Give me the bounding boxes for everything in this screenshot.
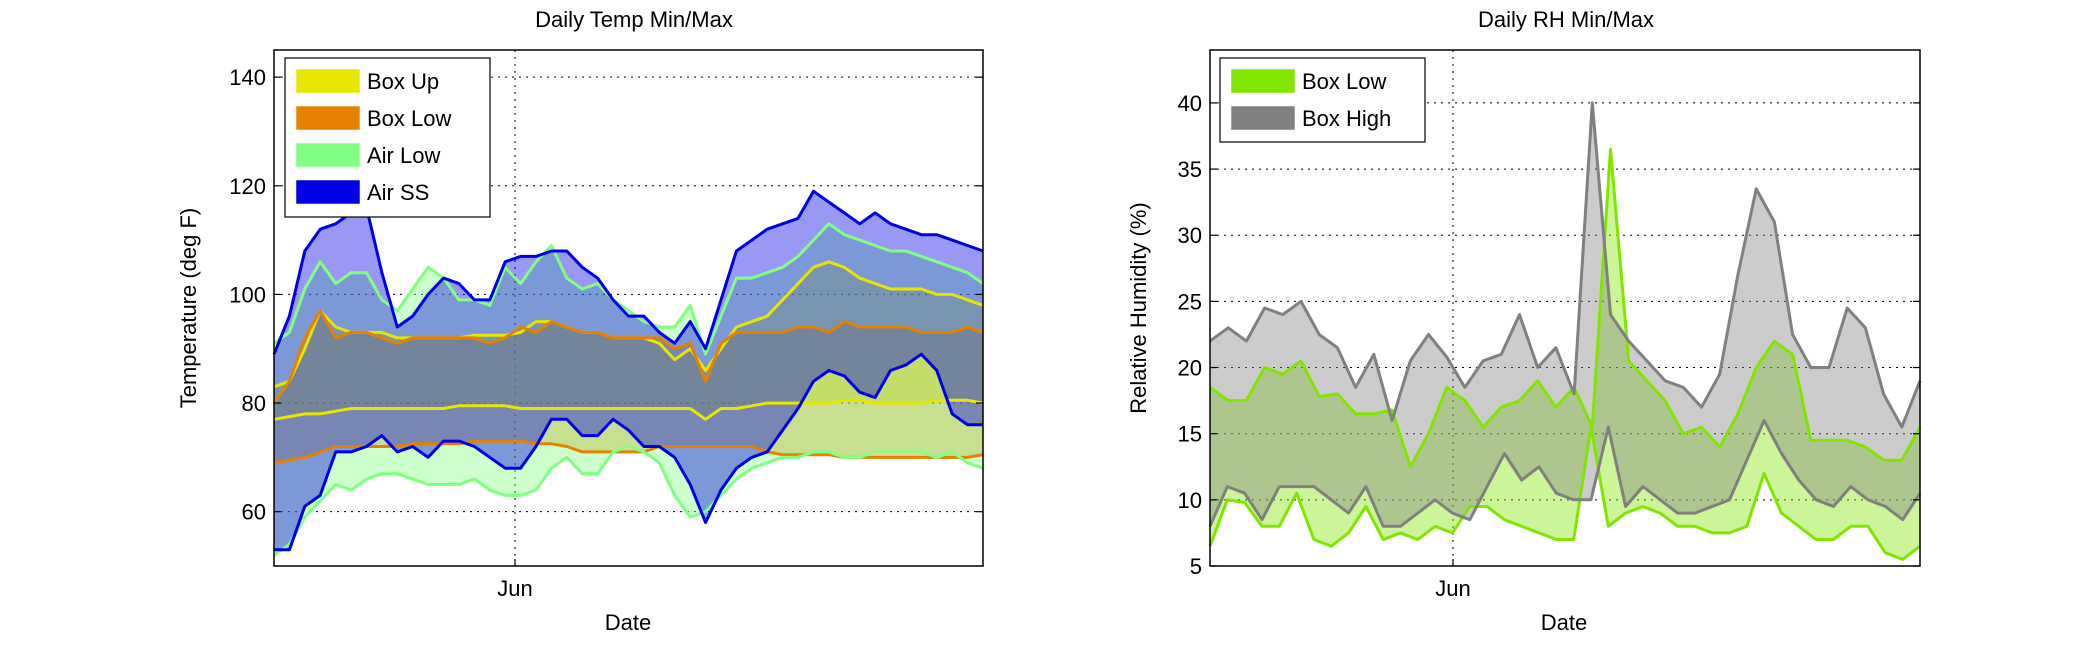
temp-y-tick-label: 140 bbox=[229, 65, 266, 90]
temp-legend: Box Up Box Low Air Low Air SS bbox=[284, 57, 491, 218]
rh-y-tick-label: 30 bbox=[1178, 223, 1202, 248]
rh-line-box-high-high bbox=[1209, 101, 1922, 429]
legend-swatch-box-low bbox=[296, 106, 360, 130]
temp-x-tick-label: Jun bbox=[497, 576, 532, 601]
temp-y-tick-label: 80 bbox=[242, 391, 266, 416]
temp-line-box-low-high bbox=[272, 309, 984, 404]
rh-line-box-high-low bbox=[1208, 419, 1922, 528]
legend-swatch-box-up bbox=[296, 69, 360, 93]
rh-x-axis-label: Date bbox=[1541, 610, 1587, 635]
legend-label-box-up: Box Up bbox=[367, 69, 439, 94]
rh-series-areas bbox=[1210, 102, 1920, 560]
temp-band-air-low bbox=[274, 223, 983, 556]
legend-label-air-low: Air Low bbox=[367, 143, 440, 168]
legend-swatch-air-low bbox=[296, 143, 360, 167]
temp-x-axis-label: Date bbox=[605, 610, 651, 635]
rh-chart-panel: Daily RH Min/Max 5 10 15 20 25 30 35 40 Jun Dat… bbox=[1126, 7, 1922, 635]
legend-swatch-rh-box-high bbox=[1231, 106, 1295, 130]
temp-series-lines bbox=[272, 189, 984, 557]
rh-y-tick-label: 5 bbox=[1190, 554, 1202, 579]
temp-plot-frame bbox=[273, 49, 984, 567]
temp-gridlines bbox=[274, 50, 983, 566]
rh-y-axis-label: Relative Humidity (%) bbox=[1126, 202, 1151, 414]
temp-chart-title: Daily Temp Min/Max bbox=[535, 7, 733, 32]
temp-line-air-ss-low bbox=[274, 352, 983, 552]
temp-band-box-low bbox=[274, 310, 983, 463]
rh-y-tick-label: 15 bbox=[1178, 422, 1202, 447]
legend-swatch-air-ss bbox=[296, 180, 360, 204]
temp-chart-panel: Daily Temp Min/Max 60 80 100 120 140 Jun Dat… bbox=[176, 7, 984, 635]
rh-gridlines bbox=[1210, 50, 1920, 567]
temp-y-tick-label: 120 bbox=[229, 174, 266, 199]
rh-y-tick-label: 40 bbox=[1178, 91, 1202, 116]
temp-band-box-up bbox=[274, 261, 983, 420]
legend-label-rh-box-high: Box High bbox=[1302, 106, 1391, 131]
rh-y-tick-label: 35 bbox=[1178, 157, 1202, 182]
rh-x-tick-label: Jun bbox=[1435, 576, 1470, 601]
temp-line-box-up-low bbox=[273, 398, 984, 421]
temp-band-air-ss bbox=[274, 191, 983, 550]
rh-band-box-high bbox=[1210, 102, 1920, 527]
rh-y-tick-label: 20 bbox=[1178, 356, 1202, 381]
temp-y-ticks: 60 80 100 120 140 bbox=[229, 65, 983, 525]
rh-y-ticks: 5 10 15 20 25 30 35 40 bbox=[1178, 91, 1920, 579]
rh-line-box-low-low bbox=[1208, 425, 1921, 561]
legend-label-rh-box-low: Box Low bbox=[1302, 69, 1386, 94]
temp-y-axis-label: Temperature (deg F) bbox=[176, 208, 201, 409]
rh-series-lines bbox=[1208, 101, 1922, 561]
rh-line-box-low-high bbox=[1209, 147, 1922, 469]
rh-y-tick-label: 25 bbox=[1178, 289, 1202, 314]
legend-label-air-ss: Air SS bbox=[367, 180, 429, 205]
rh-chart-title: Daily RH Min/Max bbox=[1478, 7, 1654, 32]
rh-plot-frame bbox=[1209, 49, 1921, 567]
rh-band-box-low bbox=[1210, 149, 1920, 560]
temp-y-tick-label: 100 bbox=[229, 282, 266, 307]
temp-line-air-low-low bbox=[273, 445, 984, 557]
temp-series-areas bbox=[274, 191, 983, 556]
legend-swatch-rh-box-low bbox=[1231, 69, 1295, 93]
rh-legend: Box Low Box High bbox=[1219, 57, 1426, 143]
temp-y-tick-label: 60 bbox=[242, 500, 266, 525]
temp-line-air-ss-high bbox=[272, 189, 984, 355]
legend-label-box-low: Box Low bbox=[367, 106, 451, 131]
rh-y-tick-label: 10 bbox=[1178, 488, 1202, 513]
